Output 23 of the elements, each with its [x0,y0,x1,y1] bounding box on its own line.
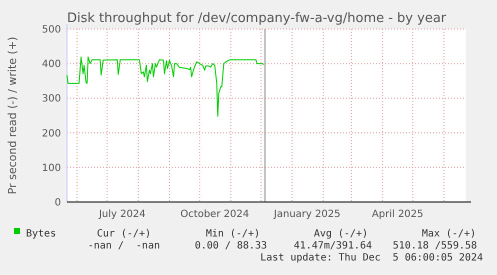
y-tick-label: 200 [42,128,61,140]
text: 0.00 / 88.33 [194,240,267,252]
text: Avg (-/+) [314,228,368,240]
line-series [66,56,264,117]
text: Max (-/+) [422,228,476,240]
text: -nan / -nan [88,240,160,252]
x-tick-label: January 2025 [272,209,340,220]
text: Min (-/+) [206,228,260,240]
text: Cur (-/+) [96,228,151,240]
y-tick-label: 500 [42,24,61,36]
y-tick-label: 100 [42,162,61,174]
y-tick-label: 400 [42,59,61,70]
y-tick-label: 0 [54,198,61,208]
text: Last update: Thu Dec 5 06:00:05 2024 [260,252,483,264]
chart-title: Disk throughput for /dev/company-fw-a-vg/home - by year [67,11,447,26]
y-tick-label: 300 [42,94,61,105]
text: 41.47m/391.64 [294,240,372,252]
x-tick-label: July 2024 [98,209,146,220]
x-tick-label: October 2024 [180,209,250,220]
legend-label: Bytes [26,228,56,240]
x-tick-label: April 2025 [372,209,424,220]
y-axis-title: Pr second read (-) / write (+) [6,36,19,194]
text: 510.18 /559.58 [392,240,477,252]
